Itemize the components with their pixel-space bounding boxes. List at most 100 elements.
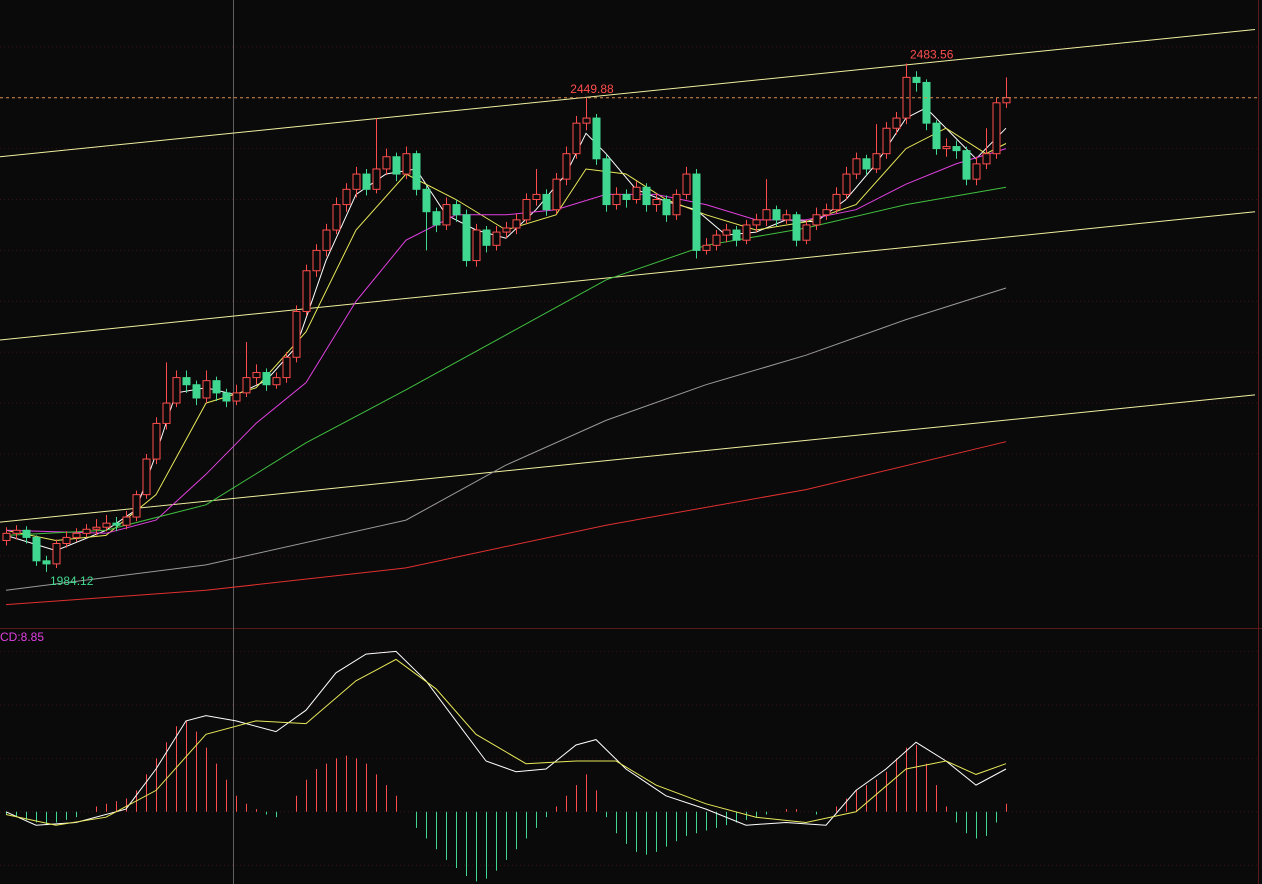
candle-body: [832, 193, 841, 211]
candle-body: [512, 219, 521, 229]
candle-body: [842, 173, 851, 195]
candle-body: [722, 229, 731, 236]
candle-body: [412, 153, 421, 190]
candle-body: [612, 193, 621, 206]
candle-body: [402, 153, 411, 175]
candle-body: [12, 529, 21, 534]
candle-body: [162, 402, 171, 424]
candle-body: [952, 146, 961, 152]
candle-body: [552, 178, 561, 211]
candle-body: [152, 422, 161, 460]
candle-body: [882, 127, 891, 155]
candle-body: [632, 186, 641, 200]
candle-body: [142, 458, 151, 496]
moving-average: [5, 287, 1007, 591]
candle-body: [582, 117, 591, 124]
candle-body: [662, 198, 671, 216]
candle-body: [72, 532, 81, 538]
candle-body: [2, 532, 11, 541]
candle-body: [462, 214, 471, 262]
candle-body: [382, 156, 391, 170]
candle-body: [742, 224, 751, 241]
macd-line: [5, 658, 1007, 826]
candle-body: [652, 198, 661, 206]
candle-body: [292, 310, 301, 358]
candle-body: [252, 372, 261, 379]
candle-body: [572, 122, 581, 155]
candle-body: [212, 380, 221, 394]
candle-body: [762, 209, 771, 221]
macd-line: [5, 650, 1007, 826]
candle-body: [992, 102, 1001, 155]
candle-body: [202, 380, 211, 399]
candle-body: [862, 158, 871, 170]
candle-body: [912, 76, 921, 83]
candle-body: [92, 526, 101, 530]
candle-body: [52, 543, 61, 565]
candle-body: [702, 244, 711, 251]
candle-body: [472, 229, 481, 262]
candle-body: [22, 529, 31, 538]
extreme-label: 1984.12: [50, 574, 94, 588]
candle-body: [592, 117, 601, 160]
moving-average: [5, 148, 1007, 534]
candle-body: [272, 377, 281, 386]
candle-body: [302, 270, 311, 312]
candle-body: [112, 522, 121, 526]
candle-body: [542, 193, 551, 211]
candle-body: [872, 153, 881, 170]
candle-body: [892, 117, 901, 129]
candle-body: [852, 158, 861, 175]
candle-body: [522, 198, 531, 221]
candle-body: [532, 193, 541, 200]
extreme-label: 2483.56: [910, 48, 954, 62]
candle-body: [492, 231, 501, 246]
candle-body: [352, 173, 361, 190]
candle-body: [332, 204, 341, 231]
trend-line: [0, 29, 1256, 158]
candle-body: [752, 219, 761, 226]
candle-body: [322, 229, 331, 251]
candle-body: [972, 163, 981, 180]
candle-body: [32, 536, 41, 562]
candle-body: [802, 224, 811, 241]
candle-body: [562, 153, 571, 180]
candle-body: [82, 528, 91, 534]
candle-body: [282, 356, 291, 379]
candle-body: [122, 516, 131, 526]
candle-body: [342, 188, 351, 206]
candle-body: [362, 173, 371, 190]
candle-body: [672, 193, 681, 216]
candle-body: [502, 227, 511, 233]
macd-label: CD:8.85: [0, 630, 44, 644]
candle-body: [172, 377, 181, 404]
candle-body: [62, 536, 71, 545]
candle-body: [1002, 97, 1011, 104]
candle-body: [432, 211, 441, 226]
candle-body: [982, 153, 991, 165]
candle-body: [642, 186, 651, 206]
candle-body: [932, 122, 941, 150]
candle-body: [962, 150, 971, 180]
candle-body: [772, 209, 781, 221]
candle-body: [392, 156, 401, 175]
moving-average: [5, 127, 1007, 542]
candle-body: [372, 168, 381, 190]
candle-body: [42, 560, 51, 565]
trend-line: [0, 394, 1256, 523]
candle-body: [732, 229, 741, 241]
trend-line: [0, 211, 1256, 341]
candle-body: [182, 377, 191, 386]
candle-body: [102, 522, 111, 528]
candle-body: [442, 204, 451, 226]
candle-body: [312, 249, 321, 272]
candle-body: [812, 214, 821, 226]
candle-body: [622, 193, 631, 200]
candle-body: [692, 173, 701, 251]
extreme-label: 2449.88: [570, 82, 614, 96]
candle-body: [682, 173, 691, 195]
moving-average: [5, 186, 1007, 536]
candle-body: [262, 372, 271, 386]
candle-body: [132, 494, 141, 518]
